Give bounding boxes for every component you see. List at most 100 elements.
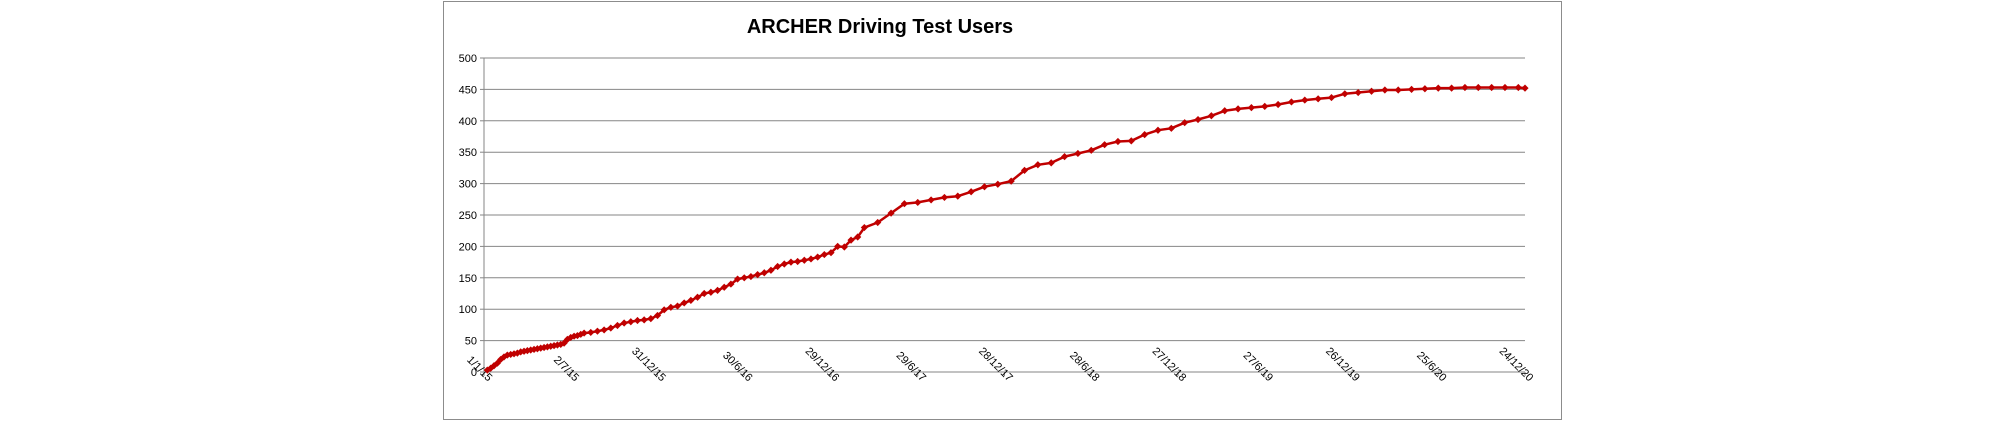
data-point xyxy=(787,258,795,266)
data-point xyxy=(760,269,768,277)
data-point xyxy=(533,345,541,353)
series-line xyxy=(486,86,1526,372)
data-point xyxy=(1114,137,1122,146)
data-point xyxy=(640,316,648,324)
data-point xyxy=(780,260,788,268)
data-point xyxy=(553,341,562,349)
data-point xyxy=(954,192,962,200)
data-point xyxy=(523,347,531,355)
y-tick-label: 450 xyxy=(459,84,477,96)
data-point xyxy=(1221,107,1229,115)
data-point xyxy=(1007,177,1015,185)
x-tick-label: 31/12/15 xyxy=(629,345,668,384)
data-point xyxy=(633,316,642,325)
y-tick-label: 400 xyxy=(459,116,477,128)
data-point xyxy=(713,286,722,294)
data-point xyxy=(740,274,748,282)
data-point xyxy=(693,293,702,301)
data-point xyxy=(1301,96,1309,104)
data-point xyxy=(1181,119,1189,127)
data-point xyxy=(1207,112,1215,120)
x-tick-label: 28/12/17 xyxy=(976,345,1015,384)
data-point xyxy=(840,243,848,251)
data-point xyxy=(994,180,1002,188)
data-point xyxy=(543,343,551,351)
data-point xyxy=(620,319,628,327)
data-point xyxy=(827,249,835,257)
data-point xyxy=(1100,141,1109,149)
data-point xyxy=(767,266,775,274)
y-tick-label: 500 xyxy=(459,53,477,65)
data-point xyxy=(1521,84,1529,92)
x-tick-label: 28/6/18 xyxy=(1067,350,1101,384)
data-point xyxy=(1341,90,1349,98)
data-point xyxy=(1154,126,1162,134)
y-tick-label: 150 xyxy=(459,273,477,285)
data-point xyxy=(1141,131,1149,139)
x-tick-label: 29/12/16 xyxy=(803,345,842,384)
data-point xyxy=(1274,100,1282,109)
data-point xyxy=(1167,124,1175,132)
data-point xyxy=(733,275,742,283)
data-point xyxy=(860,223,868,232)
x-tick-label: 29/6/17 xyxy=(894,350,928,384)
data-point xyxy=(570,332,578,340)
data-point xyxy=(753,271,762,279)
data-point xyxy=(593,327,602,335)
data-point xyxy=(967,188,975,196)
x-axis-tick-labels: 1/1/15 2/7/15 31/12/15 30/6/16 29/12/16 29/6/… xyxy=(464,345,1535,384)
chart-title: ARCHER Driving Test Users xyxy=(747,16,1013,38)
x-tick-label: 27/12/18 xyxy=(1150,345,1189,384)
data-point xyxy=(1434,84,1442,92)
data-point xyxy=(510,350,518,358)
data-point xyxy=(1461,83,1469,92)
gridlines xyxy=(484,57,1525,342)
data-point xyxy=(1381,86,1389,94)
data-point xyxy=(1354,88,1362,97)
series-layer xyxy=(483,83,1529,374)
data-point xyxy=(814,253,822,261)
data-point xyxy=(847,236,855,244)
data-point xyxy=(1087,146,1095,154)
data-point xyxy=(1287,98,1296,106)
data-point xyxy=(727,280,735,288)
data-point xyxy=(940,193,949,202)
data-point xyxy=(653,311,662,320)
x-tick-label: 25/6/20 xyxy=(1414,350,1448,384)
x-tick-label: 2/7/15 xyxy=(551,354,581,384)
data-point xyxy=(1261,102,1269,110)
data-point xyxy=(673,302,682,310)
data-point xyxy=(980,183,989,191)
data-point xyxy=(1060,152,1069,161)
data-point xyxy=(834,242,842,250)
data-point xyxy=(1407,85,1416,93)
data-point xyxy=(600,326,608,334)
y-tick-label: 300 xyxy=(459,179,477,191)
y-tick-label: 100 xyxy=(459,304,477,316)
data-point xyxy=(1314,95,1322,103)
data-point xyxy=(500,353,508,361)
data-point xyxy=(1447,84,1456,92)
data-point xyxy=(1020,166,1029,175)
x-tick-label: 27/6/19 xyxy=(1241,350,1275,384)
data-point xyxy=(1247,104,1256,112)
x-tick-label: 30/6/16 xyxy=(720,350,754,384)
data-point xyxy=(927,196,935,204)
data-point xyxy=(794,257,802,266)
axes xyxy=(480,57,1526,376)
data-point xyxy=(580,329,588,337)
data-point xyxy=(667,303,675,311)
data-point xyxy=(774,262,782,271)
data-point xyxy=(1421,85,1429,93)
data-point xyxy=(1047,159,1055,167)
y-axis-tick-labels: 0 50 100 150 200 250 300 350 400 450 500 xyxy=(459,53,477,379)
data-point xyxy=(854,233,862,241)
data-point xyxy=(540,343,548,352)
data-point xyxy=(707,288,715,296)
data-point xyxy=(800,256,808,264)
y-tick-label: 350 xyxy=(459,147,477,159)
data-point xyxy=(530,345,538,353)
data-point xyxy=(700,289,708,298)
data-point xyxy=(490,362,498,370)
data-point xyxy=(550,342,558,350)
